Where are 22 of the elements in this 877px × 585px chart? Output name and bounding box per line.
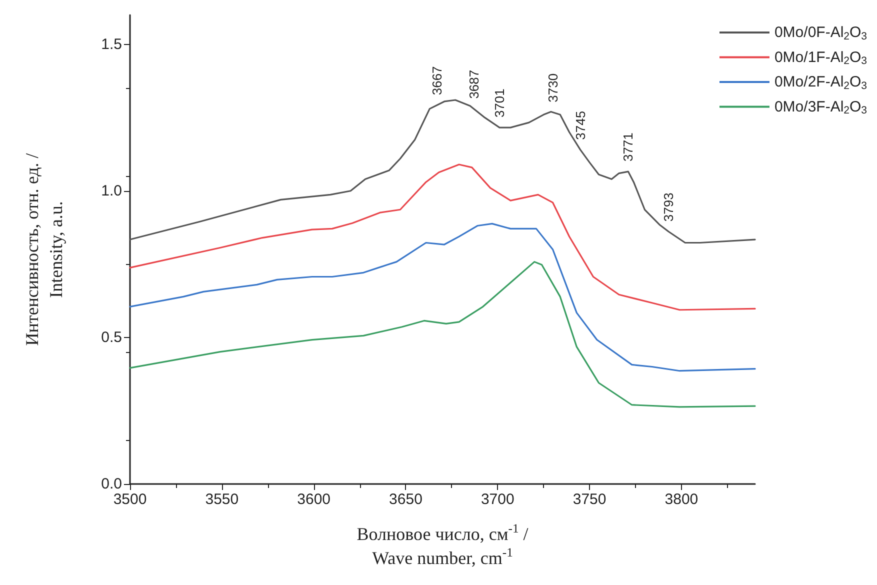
y-tick-label: 0.0 [101,476,122,492]
line-series [129,222,756,372]
x-tick-label: 3500 [113,491,147,508]
x-tick-label: 3750 [572,491,606,508]
annotation: 3667 [429,66,444,96]
x-tick-label: 3800 [664,491,698,508]
line-series [129,261,756,408]
x-tick-label: 3550 [205,491,239,508]
y-tick-label: 1.0 [101,182,122,200]
annotation: 3701 [492,88,507,118]
x-tick-label: 3700 [480,491,514,508]
y-axis-title: Интенсивность, отн. ед. / Intensity, a.u. [22,153,66,346]
x-tick-label: 3650 [389,491,422,508]
x-tick-label: 3600 [297,491,331,508]
annotation: 3793 [661,192,676,222]
y-tick-label: 0.5 [101,328,122,346]
annotation: 3771 [620,132,636,162]
y-tick-label: 1.5 [101,36,122,53]
annotation: 3745 [572,110,588,140]
annotation: 3687 [466,70,482,99]
line-series [129,164,756,311]
annotation: 3730 [545,73,560,102]
